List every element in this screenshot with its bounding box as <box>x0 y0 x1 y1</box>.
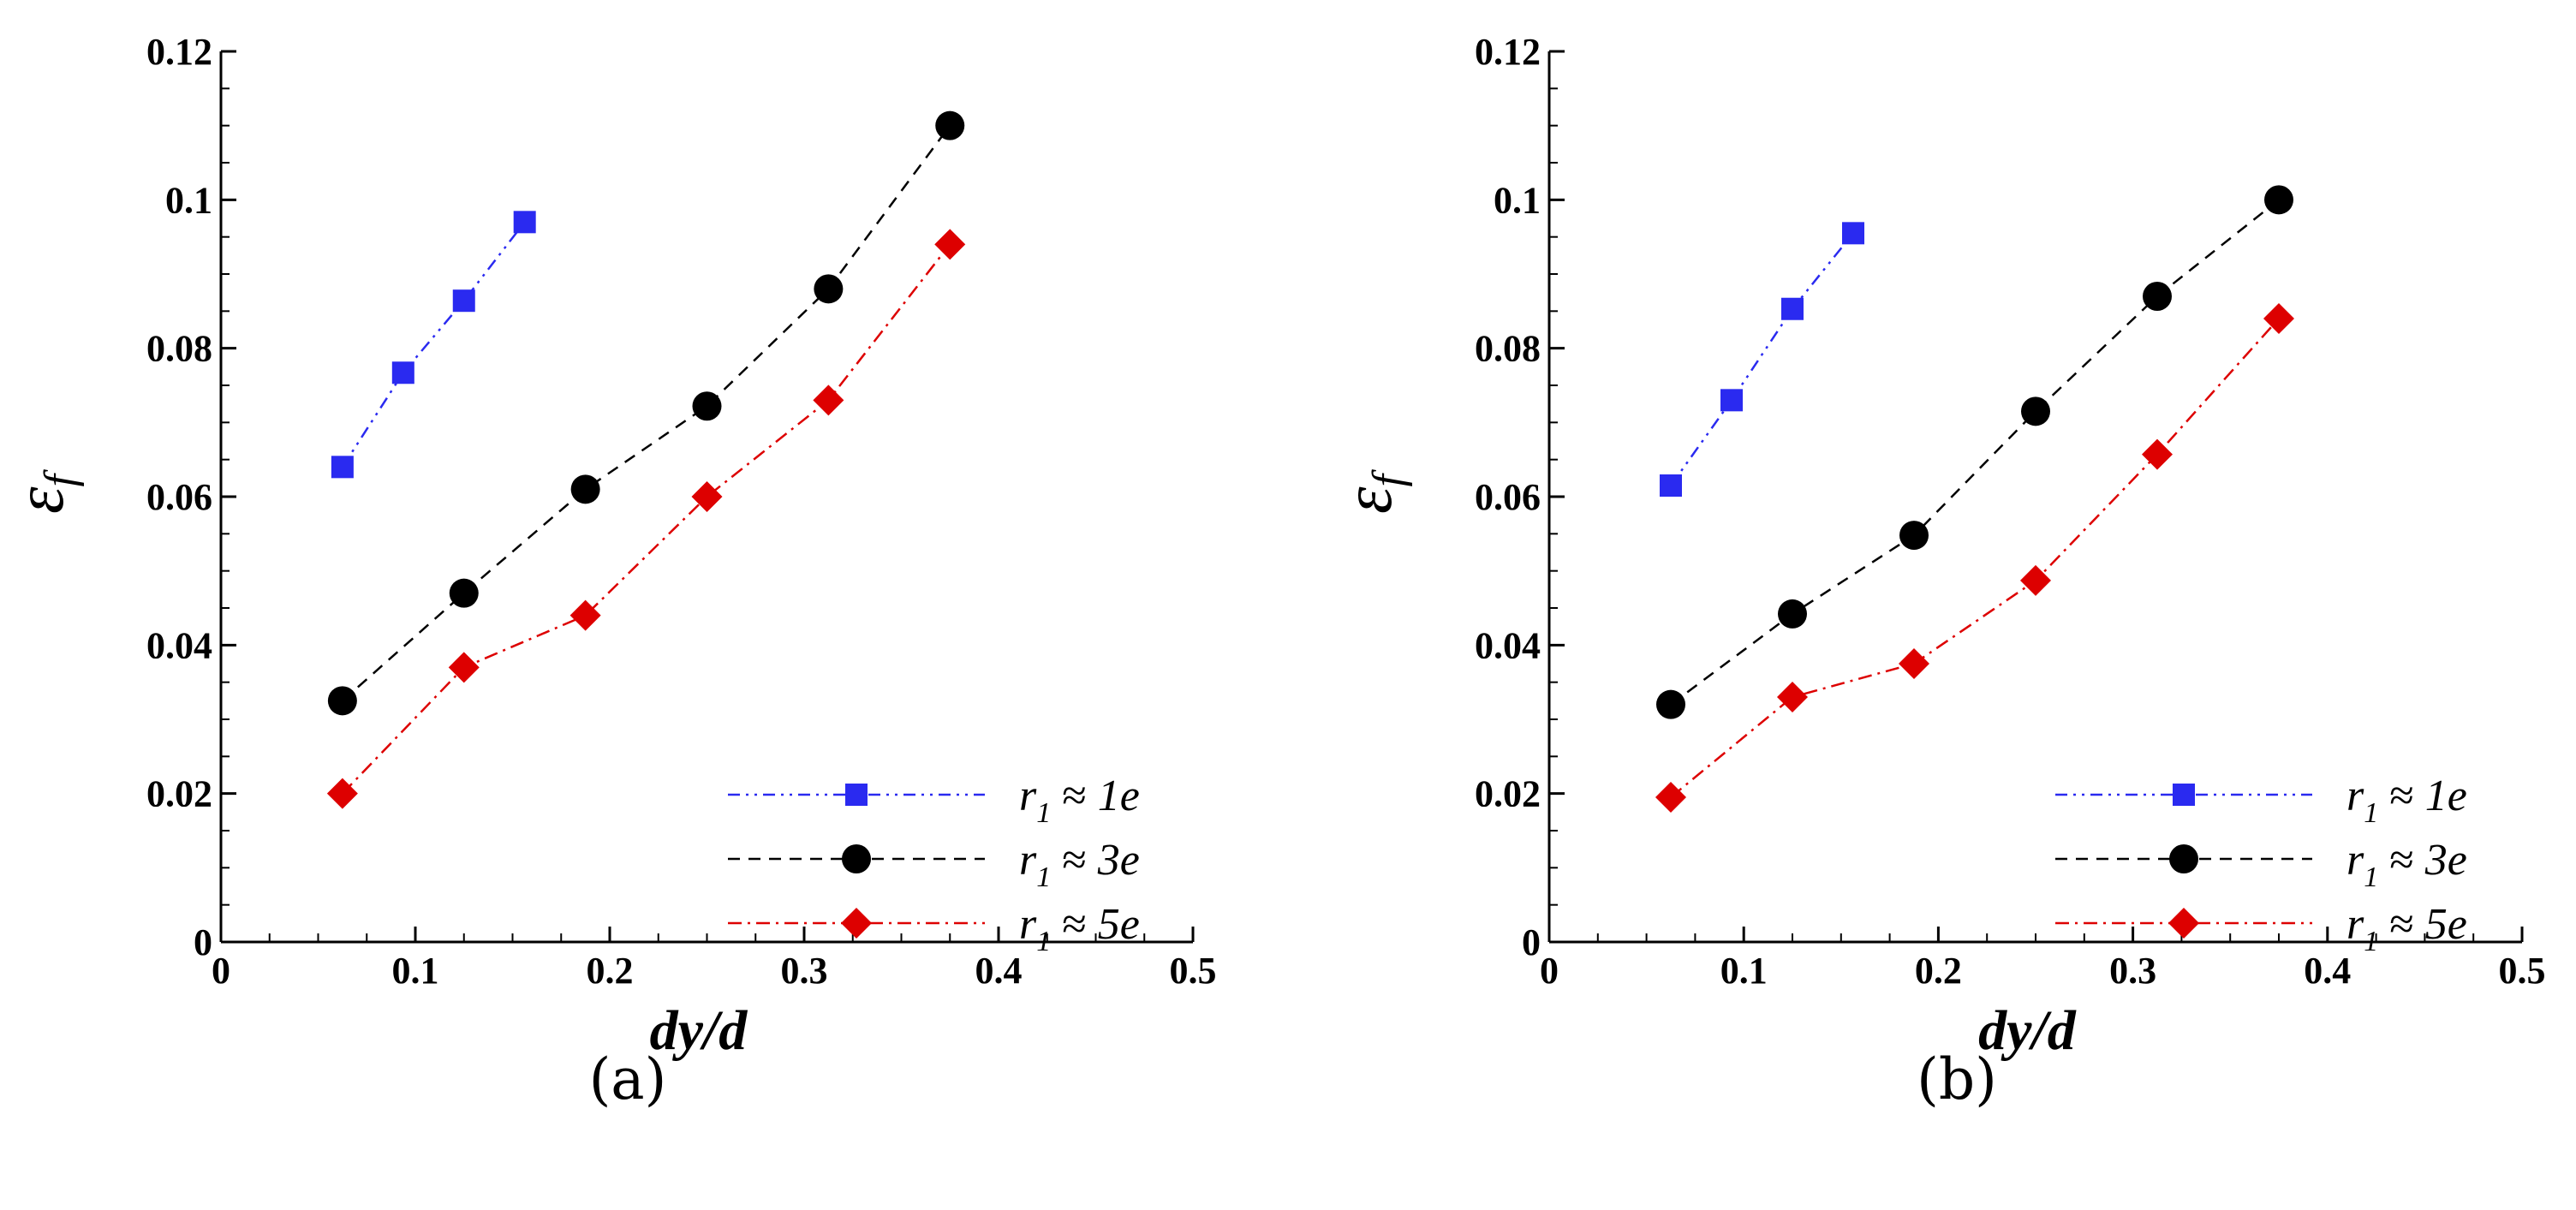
panel-a-y-tick-label: 0.02 <box>146 773 212 815</box>
panel-b-legend-r1e-marker <box>2173 784 2195 806</box>
panel-b-y-tick-label: 0.1 <box>1494 179 1541 221</box>
panel-a-y-tick-label: 0.1 <box>165 179 212 221</box>
panel-b-series-r1e-point <box>1720 389 1743 412</box>
panel-b-series-r5e-point <box>1777 682 1808 712</box>
panel-b-series-r3e-point <box>1656 689 1685 719</box>
panel-a-series-r3e-point <box>570 474 600 504</box>
panel-b-series-r3e-point <box>2264 185 2293 215</box>
panel-a-series-r5e-line <box>341 243 951 795</box>
panel-b-x-tick-label: 0.4 <box>2304 950 2351 992</box>
panel-a-legend-r3e-label: r1 ≈ 3e <box>1019 836 1140 893</box>
panel-a-y-tick-label: 0.06 <box>146 476 212 518</box>
panel-a-legend-r1e-label: r1 ≈ 1e <box>1019 772 1140 829</box>
panel-a-series-r3e-point <box>327 686 357 716</box>
panel-a-legend-r1e-marker <box>845 784 868 806</box>
panel-b-series-r1e-point <box>1781 297 1804 320</box>
panel-b-x-tick-label: 0 <box>1540 950 1559 992</box>
panel-a-series-r1e-point <box>452 289 475 313</box>
panel-b-y-tick-label: 0.08 <box>1475 328 1541 370</box>
panel-a-plot: 0 0.1 0.2 0.3 0.4 0.5 0 0.02 0.04 0.06 0.08 0.1 0.12… <box>3 31 1217 1062</box>
panel-a-series-r3e-point <box>935 110 965 140</box>
panel-b-y-tick-label: 0.06 <box>1475 476 1541 518</box>
panel-b-caption: (b) <box>1917 1046 1997 1112</box>
panel-b-y-axis-subscript: f <box>1364 468 1413 486</box>
panel-a-x-tick-label: 0.4 <box>975 950 1023 992</box>
panel-a-series-r3e-point <box>692 391 722 421</box>
panel-b-series-r5e-point <box>2020 564 2051 596</box>
panel-a-series-r5e-point <box>934 229 966 260</box>
panel-a-legend-r3e-marker <box>842 844 871 873</box>
panel-a-y-tick-label: 0.04 <box>146 624 212 666</box>
panel-b-series-r5e-point <box>1655 782 1686 813</box>
panel-b-legend-r5e-marker <box>2168 908 2199 939</box>
panel-b-x-tick-label: 0.5 <box>2499 950 2546 992</box>
panel-b-series-r3e-point <box>1899 521 1929 551</box>
panel-a-series-r3e-point <box>814 274 844 304</box>
panel-a-x-tick-label: 0.5 <box>1170 950 1217 992</box>
panel-b-series-r5e-line <box>1670 318 2280 798</box>
panel-b-y-tick-label: 0 <box>1522 921 1541 963</box>
panel-b-series-r5e-point <box>2142 438 2173 470</box>
panel-a-y-axis-subscript: f <box>36 468 85 486</box>
panel-a-y-tick-label: 0.12 <box>146 31 212 73</box>
panel-b-y-tick-label: 0.04 <box>1475 624 1541 666</box>
panel-b-legend-r3e-marker <box>2169 844 2198 873</box>
panel-b-legend-r3e-label: r1 ≈ 3e <box>2346 836 2467 893</box>
panel-b-x-tick-label: 0.3 <box>2109 950 2156 992</box>
panel-b-x-axis-title: dy/d <box>1978 999 2077 1062</box>
panel-a-legend-r5e-marker <box>841 908 872 939</box>
panel-a-x-tick-label: 0.1 <box>392 950 439 992</box>
panel-a-y-tick-label: 0 <box>194 921 212 963</box>
panel-b-series-r3e-point <box>2021 396 2050 426</box>
panel-b-series-r5e-point <box>2263 303 2294 334</box>
panel-b-series-r3e-point <box>2143 282 2172 311</box>
panel-b-plot: 0 0.1 0.2 0.3 0.4 0.5 0 0.02 0.04 0.06 0.08 0.1 0.12… <box>1331 31 2546 1062</box>
panel-a-series-r1e-point <box>513 211 536 234</box>
panel-b-y-axis-symbol: ε <box>1331 486 1406 514</box>
panel-a-series-r1e-point <box>331 456 354 479</box>
panel-a-caption: (a) <box>588 1046 667 1112</box>
panel-b-y-tick-label: 0.12 <box>1475 31 1541 73</box>
panel-b-y-tick-label: 0.02 <box>1475 773 1541 815</box>
panel-a-series-r5e-point <box>448 652 480 683</box>
panel-b-x-tick-label: 0.1 <box>1720 950 1768 992</box>
panel-a-x-axis-title: dy/d <box>650 999 748 1062</box>
panel-a-legend: r1 ≈ 1e r1 ≈ 3e r1 ≈ 5e <box>728 772 1140 957</box>
panel-a-series-r1e-line <box>341 221 526 468</box>
panel-b-x-tick-label: 0.2 <box>1915 950 1962 992</box>
panel-a-y-axis-symbol: ε <box>3 486 78 514</box>
panel-a-series-r3e-point <box>449 578 479 608</box>
panel-b-series-r3e-line <box>1670 199 2280 706</box>
panel-a-series-r5e-point <box>813 384 844 416</box>
panel-b-series-r3e-point <box>1778 599 1807 629</box>
panel-a-series-r5e-point <box>326 778 358 809</box>
panel-a-x-tick-label: 0.3 <box>781 950 828 992</box>
panel-b-legend: r1 ≈ 1e r1 ≈ 3e r1 ≈ 5e <box>2055 772 2467 957</box>
panel-a-y-tick-label: 0.08 <box>146 328 212 370</box>
panel-a-y-axis-title: εf <box>3 468 85 514</box>
panel-a-legend-r5e-label: r1 ≈ 5e <box>1019 900 1140 957</box>
panel-b-y-axis-title: εf <box>1331 468 1413 514</box>
panel-a-x-tick-label: 0 <box>212 950 230 992</box>
panel-a-x-tick-label: 0.2 <box>587 950 634 992</box>
panel-a-series-r5e-point <box>569 599 601 631</box>
panel-a-series-r5e-point <box>691 481 723 512</box>
panel-b-series-r1e-point <box>1660 474 1682 497</box>
panel-a-series-r1e-point <box>391 361 414 384</box>
panel-b-series-r5e-point <box>1899 648 1929 679</box>
panel-b-legend-r5e-label: r1 ≈ 5e <box>2346 900 2467 957</box>
panel-a-series-r3e-line <box>342 124 951 702</box>
panel-b-series-r1e-line <box>1669 232 1854 486</box>
panel-b-legend-r1e-label: r1 ≈ 1e <box>2346 772 2467 829</box>
panel-b-series-r1e-point <box>1842 222 1864 245</box>
